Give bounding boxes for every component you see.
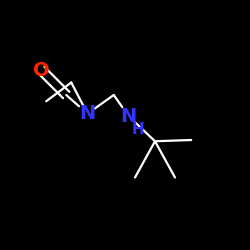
Text: O: O [33,60,50,80]
Text: N: N [120,107,137,126]
Text: N: N [80,104,96,123]
Text: H: H [132,122,144,137]
